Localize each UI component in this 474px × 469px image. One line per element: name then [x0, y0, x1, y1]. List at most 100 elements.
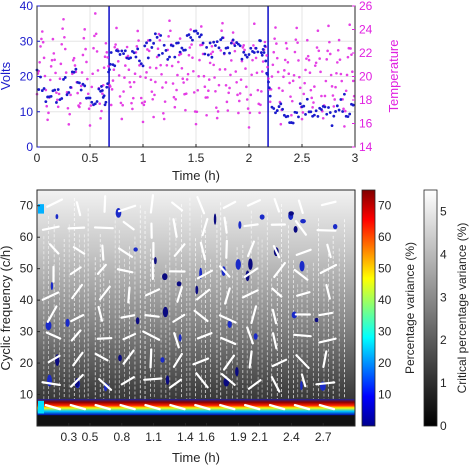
colorbar-percentage [361, 189, 376, 427]
temperature-point [147, 49, 151, 53]
temperature-point [71, 72, 74, 76]
temperature-point [309, 88, 313, 92]
temperature-point [275, 42, 278, 45]
phase-arrow [171, 201, 184, 212]
temperature-point [314, 61, 318, 65]
temperature-point [50, 58, 54, 62]
volts-point [302, 104, 306, 108]
temperature-point [323, 94, 327, 98]
temperature-point [343, 109, 347, 113]
volts-point [240, 57, 244, 61]
temperature-point [274, 26, 277, 29]
volts-point [166, 57, 170, 61]
bottom-y-ticks: 10 20 30 40 50 60 70 [20, 199, 40, 402]
phase-arrow [271, 308, 278, 325]
variance-blob [291, 311, 297, 319]
phase-arrow [246, 326, 254, 345]
temperature-point [76, 91, 79, 95]
temperature-point [312, 101, 315, 104]
bottom-x-tick-label: 1.4 [177, 430, 194, 444]
temperature-point [319, 70, 322, 74]
phase-arrow [246, 240, 256, 258]
variance-blob [160, 357, 165, 363]
temperature-point [167, 35, 170, 38]
temperature-point [62, 17, 65, 21]
volts-point [267, 86, 271, 90]
phase-arrow [46, 305, 58, 323]
temperature-point [41, 30, 44, 33]
top-x-axis-label: Time (h) [172, 168, 220, 183]
edge-marker-top [38, 204, 44, 214]
volts-point [205, 45, 209, 49]
phase-arrow [293, 268, 309, 281]
bottom-y-tick-label: 30 [20, 325, 34, 339]
temperature-point [251, 58, 254, 62]
temperature-point [99, 117, 102, 120]
temperature-point [332, 105, 336, 108]
temperature-point [115, 26, 118, 30]
volts-point [259, 39, 262, 43]
volts-point [351, 103, 355, 107]
temperature-point [253, 22, 256, 25]
variance-blob [178, 334, 182, 342]
colorbar-percentage-tick-label: 50 [378, 262, 392, 276]
phase-arrow [196, 196, 206, 215]
volts-point [187, 33, 191, 36]
top-y-right-tick-label: 20 [359, 70, 373, 84]
temperature-point [88, 124, 92, 127]
temperature-point [215, 116, 219, 120]
temperature-point [91, 72, 94, 76]
temperature-point [60, 42, 64, 46]
temperature-point [81, 53, 85, 57]
temperature-point [141, 120, 145, 124]
volts-point [136, 47, 140, 51]
temperature-point [266, 65, 269, 69]
top-x-tick-label: 2.5 [294, 151, 311, 165]
temperature-point [234, 70, 238, 73]
colorbar-critical-tick-label: 4 [440, 247, 447, 261]
phase-arrow [168, 378, 183, 389]
temperature-point [298, 86, 302, 90]
volts-point [222, 51, 226, 55]
phase-arrow [295, 354, 310, 370]
volts-point [100, 89, 104, 92]
temperature-point [336, 61, 339, 64]
bottom-y-tick-label: 70 [20, 199, 34, 213]
temperature-point [96, 69, 100, 72]
volts-point [298, 102, 302, 106]
volts-point [206, 53, 210, 57]
temperature-point [220, 29, 223, 32]
temperature-point [53, 58, 56, 62]
phase-arrow [246, 199, 261, 207]
volts-point [244, 53, 247, 57]
phase-arrow [70, 329, 82, 342]
temperature-point [79, 84, 83, 88]
phase-arrow [176, 286, 183, 303]
volts-point [261, 48, 265, 51]
phase-arrow [69, 373, 84, 388]
temperature-point [233, 49, 237, 53]
phase-arrow [220, 373, 236, 386]
bottom-x-tick-label: 2.1 [251, 430, 268, 444]
phase-arrow [218, 265, 231, 278]
temperature-point [283, 58, 287, 62]
temperature-point [154, 80, 157, 84]
temperature-point [192, 69, 195, 73]
phase-arrow [247, 379, 262, 390]
colorbar-percentage-tick-label: 20 [378, 356, 392, 370]
variance-blob [162, 273, 168, 281]
temperature-point [337, 38, 341, 42]
temperature-point [188, 46, 192, 49]
temperature-point [348, 23, 352, 27]
phase-arrow [193, 309, 209, 323]
volts-point [69, 86, 72, 89]
phase-arrow [67, 226, 86, 230]
phase-arrow [195, 372, 209, 389]
temperature-point [139, 96, 143, 100]
volts-point [88, 96, 92, 100]
volts-point [208, 41, 212, 45]
temperature-point [169, 29, 172, 33]
volts-point [56, 88, 60, 91]
temperature-point [130, 101, 133, 105]
bottom-y-tick-label: 50 [20, 262, 34, 276]
